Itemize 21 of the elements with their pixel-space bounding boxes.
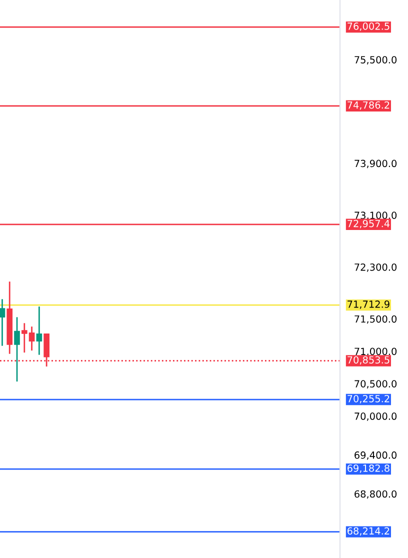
candlestick xyxy=(14,316,20,382)
y-tick-label: 69,400.0 xyxy=(354,451,397,460)
ref-line-label: 70,255.2 xyxy=(348,395,390,404)
y-tick-label: 68,800.0 xyxy=(354,490,397,499)
candlestick xyxy=(0,298,6,347)
y-tick-label: 70,500.0 xyxy=(354,380,397,388)
ref-line-label: 72,957.4 xyxy=(348,220,390,228)
ref-line-label: 70,853.5 xyxy=(348,356,390,365)
y-tick-label: 72,300.0 xyxy=(354,263,397,272)
y-tick-label: 71,500.0 xyxy=(354,315,397,324)
y-tick-label: 71,000.0 xyxy=(354,348,397,356)
ref-line-label: 69,182.8 xyxy=(347,464,390,473)
candlestick xyxy=(36,306,42,356)
ref-line-label: 74,786.2 xyxy=(348,101,390,110)
y-tick-label: 70,000.0 xyxy=(354,412,397,421)
y-tick-label: 73,900.0 xyxy=(354,160,397,168)
ref-line-label: 68,214.2 xyxy=(347,527,390,536)
ref-line-label: 76,002.5 xyxy=(348,22,390,31)
y-tick-label: 75,500.0 xyxy=(354,56,397,64)
y-tick-label: 73,100.0 xyxy=(354,212,397,220)
ref-line-label: 71,712.9 xyxy=(348,300,390,309)
